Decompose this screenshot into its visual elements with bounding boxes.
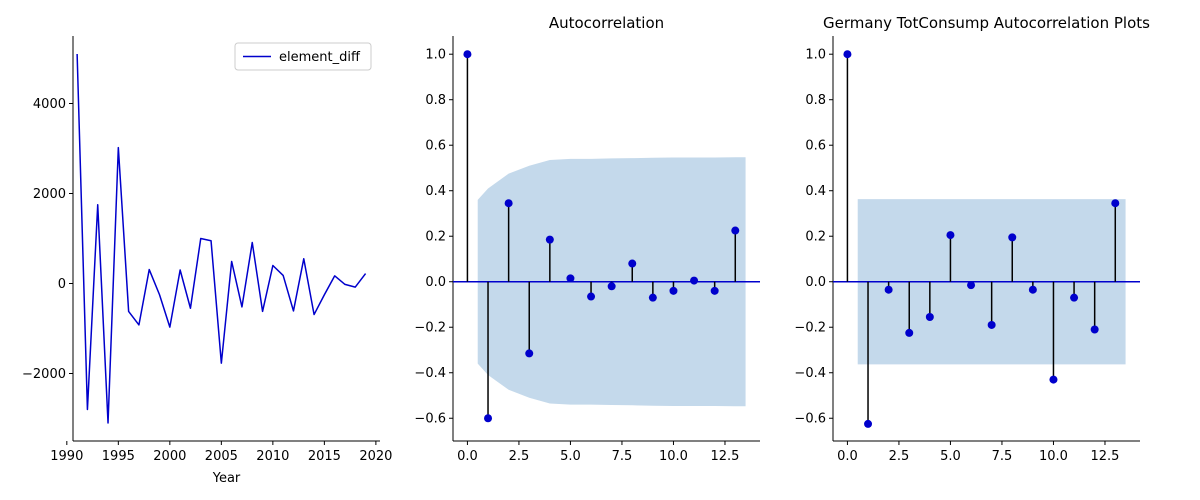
acf-marker bbox=[566, 274, 575, 283]
y-tick-label: −0.2 bbox=[794, 321, 826, 336]
chart-panel-3: 0.0 2.5 5.0 7.5 10.0 12.5 −0.6 −0.4 −0.2 0.0 0.2 0.… bbox=[794, 14, 1150, 464]
y-tick-label: 0.0 bbox=[805, 275, 826, 290]
y-tick-label: −2000 bbox=[22, 367, 66, 382]
x-tick-label: 7.5 bbox=[612, 449, 633, 464]
chart-panel-1: 1990 1995 2000 2005 2010 2015 2020 −2000 0 2000 40… bbox=[22, 36, 392, 486]
acf-marker bbox=[587, 292, 596, 301]
x-tick-label: 5.0 bbox=[940, 449, 961, 464]
acf-marker bbox=[1070, 293, 1079, 302]
acf-marker bbox=[669, 286, 678, 295]
y-tick-label: 0.4 bbox=[425, 184, 446, 199]
y-tick-label: 0.8 bbox=[425, 93, 446, 108]
acf-marker bbox=[864, 419, 873, 428]
acf-marker bbox=[967, 281, 976, 290]
x-tick-label: 1995 bbox=[102, 449, 135, 464]
acf-marker bbox=[690, 276, 699, 285]
x-tick-label: 2.5 bbox=[509, 449, 530, 464]
acf-marker bbox=[648, 293, 657, 302]
acf-marker bbox=[905, 328, 914, 337]
acf-marker bbox=[987, 320, 996, 329]
x-tick-label: 12.5 bbox=[710, 449, 739, 464]
x-tick-label: 1990 bbox=[50, 449, 83, 464]
x-tick-label: 12.5 bbox=[1090, 449, 1119, 464]
y-tick-label: 0.6 bbox=[805, 139, 826, 154]
x-tick-label: 2015 bbox=[308, 449, 341, 464]
series-line bbox=[76, 53, 367, 424]
x-tick-label: 0.0 bbox=[457, 449, 478, 464]
acf-marker bbox=[946, 231, 955, 240]
acf-marker bbox=[1028, 285, 1037, 294]
acf-marker bbox=[504, 199, 513, 208]
chart-panel-2: 0.0 2.5 5.0 7.5 10.0 12.5 −0.6 −0.4 −0.2 0.0 0.2 0.… bbox=[414, 14, 760, 464]
y-tick-label: 0.0 bbox=[425, 275, 446, 290]
chart-title: Germany TotConsump Autocorrelation Plots bbox=[823, 14, 1150, 32]
y-tick-label: 0.4 bbox=[805, 184, 826, 199]
x-tick-label: 0.0 bbox=[837, 449, 858, 464]
y-tick-label: 1.0 bbox=[425, 48, 446, 63]
x-tick-label: 2020 bbox=[359, 449, 392, 464]
y-tick-label: 0.2 bbox=[805, 230, 826, 245]
x-axis-label: Year bbox=[212, 471, 241, 486]
acf-marker bbox=[925, 312, 934, 321]
y-tick-label: −0.2 bbox=[414, 321, 446, 336]
acf-marker bbox=[607, 282, 616, 291]
y-tick-label: 0.6 bbox=[425, 139, 446, 154]
y-tick-label: 0 bbox=[58, 277, 66, 292]
y-tick-label: −0.6 bbox=[414, 412, 446, 427]
x-tick-label: 7.5 bbox=[992, 449, 1013, 464]
acf-marker bbox=[545, 235, 554, 244]
x-tick-label: 5.0 bbox=[560, 449, 581, 464]
acf-marker bbox=[843, 50, 852, 59]
y-tick-label: 4000 bbox=[33, 97, 66, 112]
y-tick-label: 0.8 bbox=[805, 93, 826, 108]
acf-marker bbox=[1008, 233, 1017, 242]
chart-title: Autocorrelation bbox=[549, 14, 664, 32]
x-tick-label: 10.0 bbox=[659, 449, 688, 464]
acf-marker bbox=[525, 349, 534, 358]
legend-label: element_diff bbox=[279, 50, 361, 65]
legend: element_diff bbox=[234, 42, 372, 71]
x-tick-label: 10.0 bbox=[1039, 449, 1068, 464]
y-tick-label: 0.2 bbox=[425, 230, 446, 245]
y-tick-label: −0.6 bbox=[794, 412, 826, 427]
acf-marker bbox=[884, 285, 893, 294]
legend-box bbox=[234, 42, 372, 71]
x-tick-label: 2010 bbox=[256, 449, 289, 464]
acf-marker bbox=[628, 259, 637, 268]
y-tick-label: 1.0 bbox=[805, 48, 826, 63]
acf-marker bbox=[1049, 375, 1058, 384]
x-tick-label: 2005 bbox=[205, 449, 238, 464]
acf-marker bbox=[710, 286, 719, 295]
acf-marker bbox=[731, 226, 740, 235]
x-tick-label: 2.5 bbox=[889, 449, 910, 464]
y-tick-label: −0.4 bbox=[414, 366, 446, 381]
acf-marker bbox=[484, 414, 493, 423]
y-tick-label: 2000 bbox=[33, 187, 66, 202]
acf-marker bbox=[1090, 325, 1099, 334]
acf-marker bbox=[463, 50, 472, 59]
acf-marker bbox=[1111, 199, 1120, 208]
y-tick-label: −0.4 bbox=[794, 366, 826, 381]
x-tick-label: 2000 bbox=[153, 449, 186, 464]
